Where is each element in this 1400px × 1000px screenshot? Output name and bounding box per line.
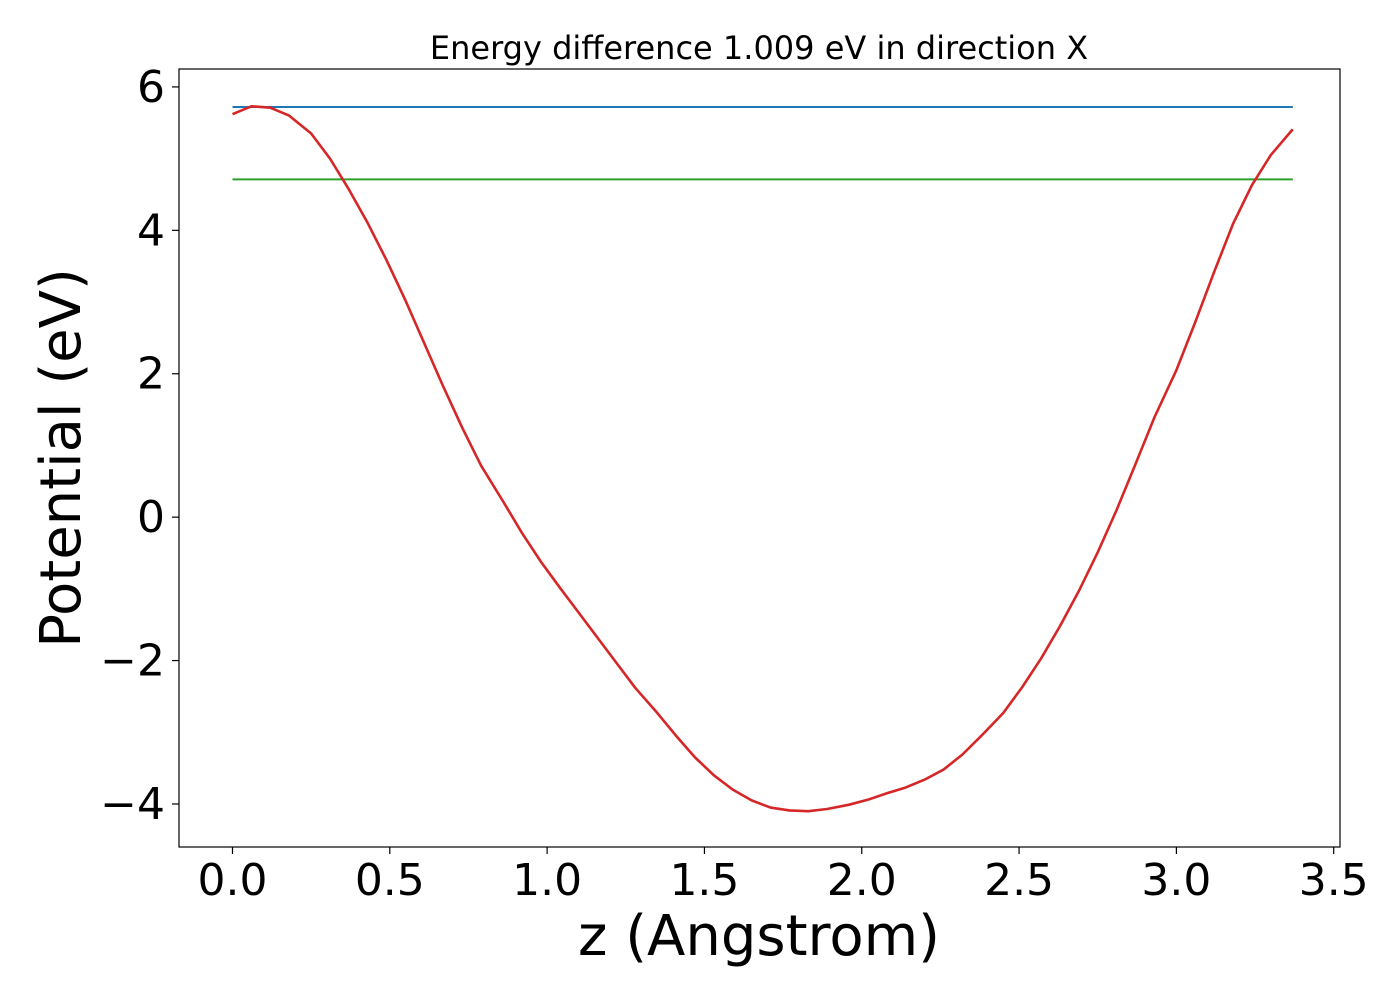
- y-tick-label: 6: [137, 62, 165, 113]
- x-tick-label: 1.0: [512, 855, 582, 906]
- chart-title: Energy difference 1.009 eV in direction …: [430, 29, 1088, 67]
- x-tick-label: 0.0: [197, 855, 267, 906]
- x-tick-label: 1.5: [669, 855, 739, 906]
- x-axis-label: z (Angstrom): [578, 904, 940, 969]
- plot-frame: [178, 68, 1341, 848]
- y-tick-label: −4: [100, 779, 165, 830]
- x-tick-label: 3.5: [1299, 855, 1369, 906]
- x-tick-label: 3.0: [1141, 855, 1211, 906]
- y-tick-label: 2: [137, 349, 165, 400]
- series-line-3: [231, 104, 1294, 813]
- x-tick-label: 2.0: [827, 855, 897, 906]
- x-axis: 0.0 0.5 1.0 1.5 2.0 2.5 3.0 3.5: [197, 847, 1369, 906]
- y-axis: −4 −2 0 2 4 6: [100, 62, 179, 830]
- x-tick-label: 0.5: [355, 855, 425, 906]
- series-layer: [231, 104, 1294, 813]
- y-axis-label: Potential (eV): [29, 268, 94, 648]
- y-tick-label: 0: [137, 492, 165, 543]
- y-tick-label: −2: [100, 636, 165, 687]
- y-tick-label: 4: [137, 205, 165, 256]
- x-tick-label: 2.5: [984, 855, 1054, 906]
